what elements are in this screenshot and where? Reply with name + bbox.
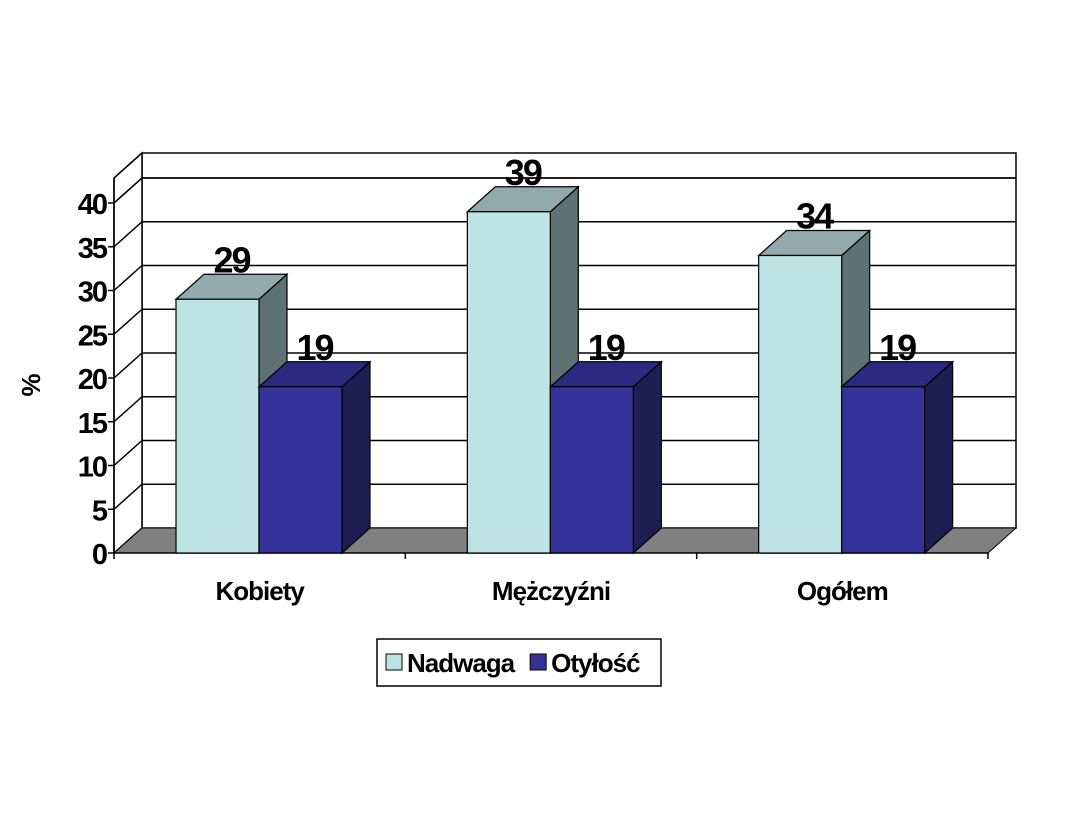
bars (174, 185, 955, 555)
y-tick-label: 0 (92, 539, 107, 571)
y-tick-label: 15 (78, 408, 108, 440)
gridline-side (113, 396, 143, 423)
y-axis-label: % (16, 373, 46, 396)
gridline-side (113, 352, 143, 379)
side-wall (113, 151, 143, 555)
legend-swatch (529, 653, 547, 671)
data-label: 19 (296, 327, 333, 368)
gridline-side (113, 308, 143, 335)
bar-nadwaga (466, 211, 551, 554)
gridline-side (113, 439, 143, 467)
y-tick-label: 10 (78, 452, 107, 484)
data-labels: 29 19 39 19 34 19 (213, 152, 918, 368)
bar-nadwaga (758, 254, 843, 554)
legend-box (376, 638, 662, 687)
y-tick-label: 5 (92, 495, 108, 527)
bar-side-otyłość (341, 360, 371, 555)
x-category-label: Mężczyźni (492, 576, 610, 606)
legend-label: Otyłość (551, 648, 640, 678)
x-category-label: Kobiety (215, 576, 305, 606)
gridline-side (113, 264, 143, 292)
bar-otyłość (549, 386, 634, 554)
legend-label: Nadwaga (407, 648, 516, 678)
legend-swatch (385, 653, 403, 671)
bar-side-otyłość (632, 360, 662, 555)
y-tick-label: 20 (78, 364, 107, 396)
y-tick-label: 40 (78, 189, 107, 221)
bar-otyłość (258, 386, 343, 554)
y-tick-label: 30 (78, 277, 107, 309)
gridline-side (113, 177, 143, 204)
gridline-side (113, 221, 143, 248)
bar-nadwaga (175, 298, 260, 554)
data-label: 19 (879, 327, 916, 368)
gridline-side (113, 152, 143, 179)
data-label: 39 (505, 152, 542, 193)
data-label: 19 (588, 327, 625, 368)
legend: Nadwaga Otyłość (376, 638, 662, 687)
y-tick-label: 25 (78, 320, 108, 352)
gridline-side (113, 483, 143, 510)
data-label: 34 (796, 196, 834, 237)
bar-side-otyłość (924, 360, 954, 555)
bar-otyłość (841, 386, 926, 554)
x-category-label: Ogółem (797, 576, 888, 606)
y-tick-label: 35 (78, 233, 108, 265)
data-label: 29 (213, 239, 250, 280)
